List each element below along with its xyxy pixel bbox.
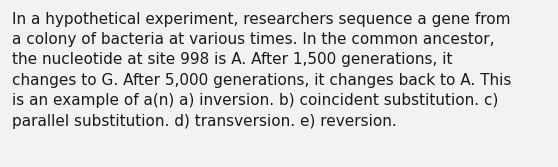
Text: In a hypothetical experiment, researchers sequence a gene from
a colony of bacte: In a hypothetical experiment, researcher…: [12, 12, 512, 129]
